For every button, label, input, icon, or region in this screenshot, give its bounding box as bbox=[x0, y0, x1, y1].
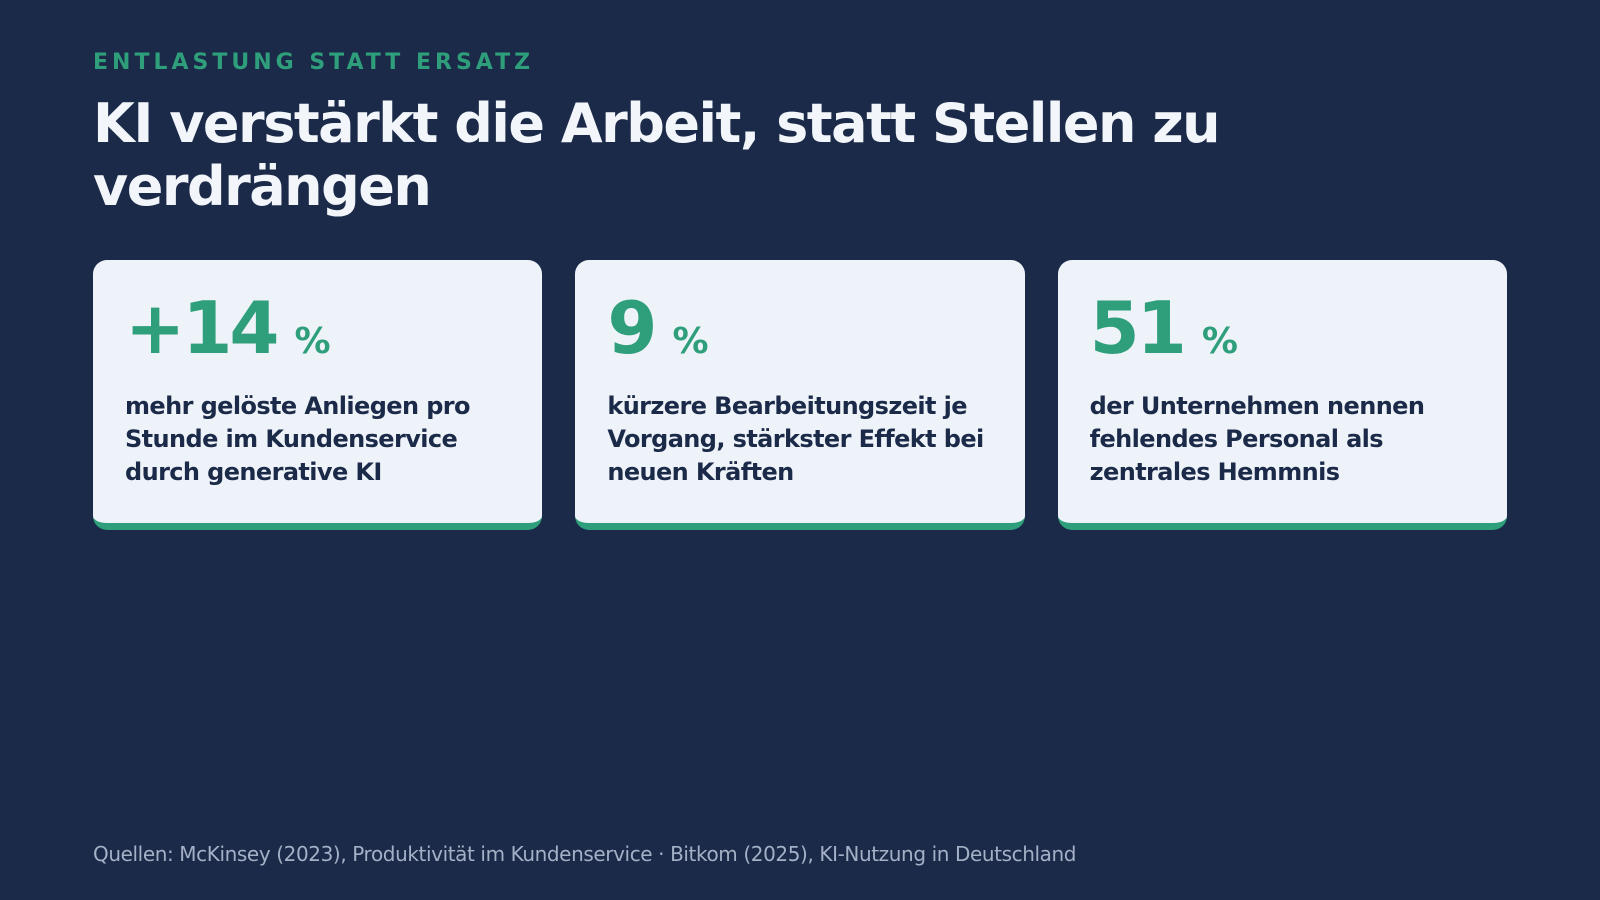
stat-unit: % bbox=[672, 321, 709, 362]
stat-value: 51 bbox=[1089, 286, 1187, 370]
stat-card-staff-shortage: 51 % der Unternehmen nennen fehlendes Pe… bbox=[1057, 260, 1507, 530]
stat-cards: +14 % mehr gelöste Anliegen pro Stunde i… bbox=[93, 260, 1507, 530]
stat-figure: +14 % bbox=[125, 288, 510, 368]
sources-footnote: Quellen: McKinsey (2023), Produktivität … bbox=[93, 842, 1077, 866]
stat-unit: % bbox=[1201, 321, 1238, 362]
stat-figure: 9 % bbox=[607, 288, 992, 368]
stat-unit: % bbox=[294, 321, 331, 362]
stat-value: +14 bbox=[125, 286, 280, 370]
stat-description: kürzere Bearbeitungszeit je Vorgang, stä… bbox=[607, 392, 984, 486]
stat-description: der Unternehmen nennen fehlendes Persona… bbox=[1089, 392, 1425, 486]
page-title: KI verstärkt die Arbeit, statt Stellen z… bbox=[93, 92, 1221, 218]
stat-figure: 51 % bbox=[1090, 288, 1475, 368]
stat-value: 9 bbox=[607, 286, 657, 370]
stat-card-resolved-requests: +14 % mehr gelöste Anliegen pro Stunde i… bbox=[93, 260, 543, 530]
eyebrow-label: ENTLASTUNG STATT ERSATZ bbox=[93, 50, 535, 75]
stat-description: mehr gelöste Anliegen pro Stunde im Kund… bbox=[125, 392, 471, 486]
stat-card-processing-time: 9 % kürzere Bearbeitungszeit je Vorgang,… bbox=[575, 260, 1025, 530]
